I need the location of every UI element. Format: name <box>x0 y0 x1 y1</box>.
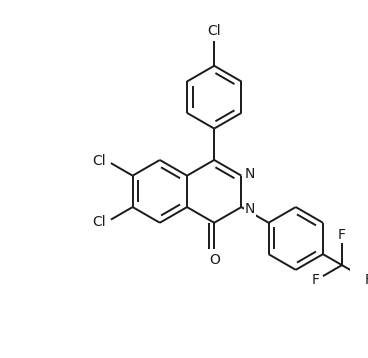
Text: Cl: Cl <box>208 24 221 38</box>
Text: N: N <box>245 202 255 216</box>
Text: F: F <box>338 228 346 242</box>
Text: Cl: Cl <box>93 214 106 228</box>
Text: Cl: Cl <box>93 154 106 168</box>
Text: O: O <box>209 253 220 267</box>
Text: F: F <box>312 274 319 287</box>
Text: F: F <box>364 274 368 287</box>
Text: N: N <box>245 167 255 181</box>
